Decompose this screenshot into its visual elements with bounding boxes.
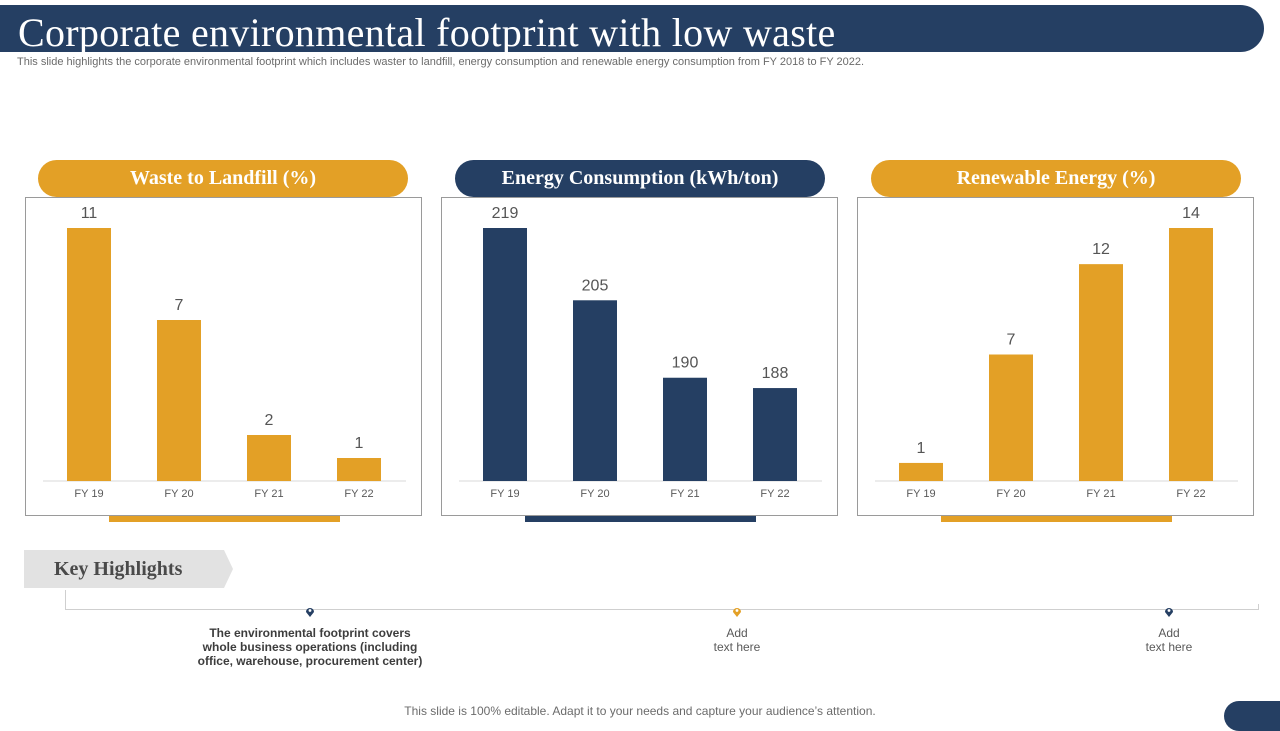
tick-label: FY 21 [1086, 488, 1115, 500]
tick-label: FY 21 [254, 488, 283, 500]
chart-panel-energy: 219 FY 19 205 FY 20 190 FY 21 188 FY 22 [441, 197, 838, 516]
tick-label: FY 22 [760, 488, 789, 500]
page-subtitle: This slide highlights the corporate envi… [17, 56, 865, 68]
location-pin-icon [1165, 608, 1173, 617]
chart-header-energy: Energy Consumption (kWh/ton) [455, 160, 825, 197]
tick-label: FY 20 [996, 488, 1025, 500]
data-label: 205 [582, 277, 609, 294]
bar [1079, 264, 1123, 481]
highlight-text-1: The environmental footprint covers whole… [180, 626, 440, 668]
highlight-1-line-3: office, warehouse, procurement center) [197, 654, 423, 668]
key-highlights-tag: Key Highlights [24, 550, 233, 588]
highlight-2-line-2: text here [713, 640, 761, 654]
chart-header-renewable: Renewable Energy (%) [871, 160, 1241, 197]
highlight-3-line-1: Add [1158, 626, 1180, 640]
timeline-start-tick [65, 590, 66, 610]
bar [753, 388, 797, 481]
tick-label: FY 20 [164, 488, 193, 500]
bar [989, 354, 1033, 481]
bar [899, 462, 943, 481]
data-label: 12 [1092, 241, 1110, 258]
data-label: 11 [81, 205, 98, 222]
chart-renewable: 1 FY 19 7 FY 20 12 FY 21 14 FY 22 [875, 205, 1238, 500]
chart-panel-renewable: 1 FY 19 7 FY 20 12 FY 21 14 FY 22 [857, 197, 1254, 516]
highlight-text-2: Add text here [607, 626, 867, 654]
chart-underline-renewable [941, 516, 1172, 522]
chart-panel-waste: 11 FY 19 7 FY 20 2 FY 21 1 FY 22 [25, 197, 422, 516]
corner-tab [1224, 701, 1280, 731]
tick-label: FY 19 [906, 488, 935, 500]
highlight-1-line-2: whole business operations (including [202, 640, 418, 654]
key-highlights-label: Key Highlights [54, 558, 183, 580]
tick-label: FY 21 [670, 488, 699, 500]
bar [247, 435, 291, 481]
page-title: Corporate environmental footprint with l… [18, 10, 836, 55]
highlight-3-line-2: text here [1145, 640, 1193, 654]
chart-underline-energy [525, 516, 756, 522]
bar [67, 228, 111, 481]
highlight-1-line-1: The environmental footprint covers [209, 626, 411, 640]
bar [337, 458, 381, 481]
tick-label: FY 19 [490, 488, 519, 500]
chart-waste: 11 FY 19 7 FY 20 2 FY 21 1 FY 22 [43, 205, 406, 500]
chart-underline-waste [109, 516, 340, 522]
data-label: 14 [1182, 205, 1200, 222]
location-pin-icon [733, 608, 741, 617]
footer-note: This slide is 100% editable. Adapt it to… [404, 704, 876, 718]
tick-label: FY 20 [580, 488, 609, 500]
highlight-text-3: Add text here [1039, 626, 1280, 654]
data-label: 190 [672, 355, 699, 372]
bar [483, 228, 527, 481]
timeline-line [65, 609, 1259, 610]
tick-label: FY 22 [1176, 488, 1205, 500]
title-bar: Corporate environmental footprint with l… [0, 5, 1264, 55]
bar [157, 320, 201, 481]
tick-label: FY 22 [344, 488, 373, 500]
bar [573, 300, 617, 481]
data-label: 1 [917, 440, 926, 457]
data-label: 7 [1007, 332, 1016, 349]
bar [1169, 228, 1213, 481]
location-pin-icon [306, 608, 314, 617]
highlight-2-line-1: Add [726, 626, 748, 640]
data-label: 188 [762, 365, 789, 382]
data-label: 7 [175, 297, 184, 314]
data-label: 219 [492, 205, 519, 222]
bar [663, 377, 707, 481]
data-label: 2 [265, 412, 274, 429]
tick-label: FY 19 [74, 488, 103, 500]
data-label: 1 [355, 435, 364, 452]
timeline-end-tick [1258, 604, 1259, 610]
chart-energy: 219 FY 19 205 FY 20 190 FY 21 188 FY 22 [459, 205, 822, 500]
chart-header-waste: Waste to Landfill (%) [38, 160, 408, 197]
